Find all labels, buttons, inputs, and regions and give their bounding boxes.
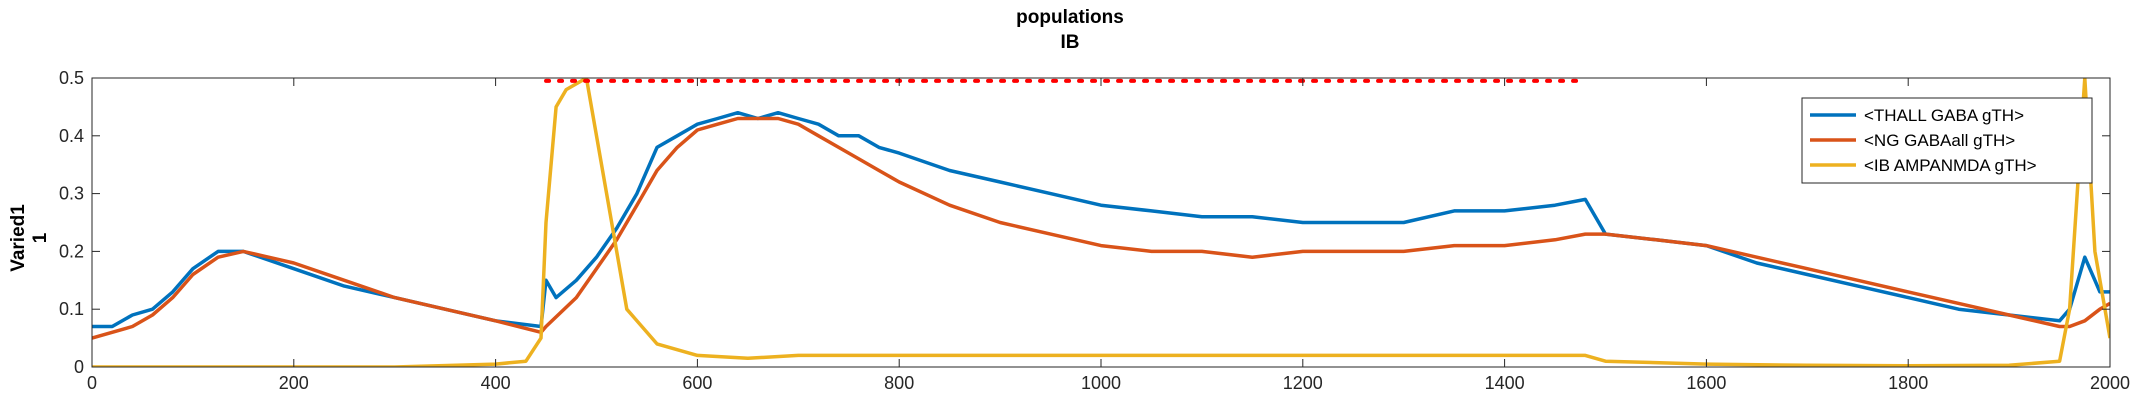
axes: 0 200 400 600 800 1000 1200 1400 1600 1800 2000 0 0.…: [59, 68, 2130, 393]
legend: <THALL GABA gTH> <NG GABAall gTH> <IB AMPA…: [1801, 97, 2093, 184]
x-tick-label: 0: [87, 373, 97, 393]
chart-title-line1: populations: [1016, 7, 1124, 28]
y-tick-label: 0.4: [59, 126, 84, 146]
chart-title-line2: IB: [1061, 32, 1080, 53]
y-tick-label: 0: [74, 357, 84, 377]
x-tick-label: 800: [884, 373, 914, 393]
y-tick-label: 0.5: [59, 68, 84, 88]
x-tick-label: 200: [279, 373, 309, 393]
y-axis-label-line2: 1: [30, 232, 51, 243]
y-axis-label-line1: Varied1: [8, 204, 29, 272]
x-tick-label: 1200: [1283, 373, 1323, 393]
x-tick-label: 1000: [1081, 373, 1121, 393]
legend-entry-2: <NG GABAall gTH>: [1864, 131, 2015, 150]
legend-entry-1: <THALL GABA gTH>: [1864, 106, 2024, 125]
x-tick-label: 1800: [1888, 373, 1928, 393]
series-group: [92, 78, 2110, 367]
y-tick-label: 0.2: [59, 241, 84, 261]
x-tick-label: 1400: [1485, 373, 1525, 393]
x-tick-label: 1600: [1686, 373, 1726, 393]
x-tick-label: 400: [481, 373, 511, 393]
x-tick-label: 600: [682, 373, 712, 393]
y-tick-label: 0.3: [59, 184, 84, 204]
y-tick-label: 0.1: [59, 299, 84, 319]
x-tick-label: 2000: [2090, 373, 2130, 393]
plot-area: [92, 78, 2110, 367]
series-line-2: [92, 116, 2110, 340]
legend-entry-3: <IB AMPANMDA gTH>: [1864, 156, 2037, 175]
